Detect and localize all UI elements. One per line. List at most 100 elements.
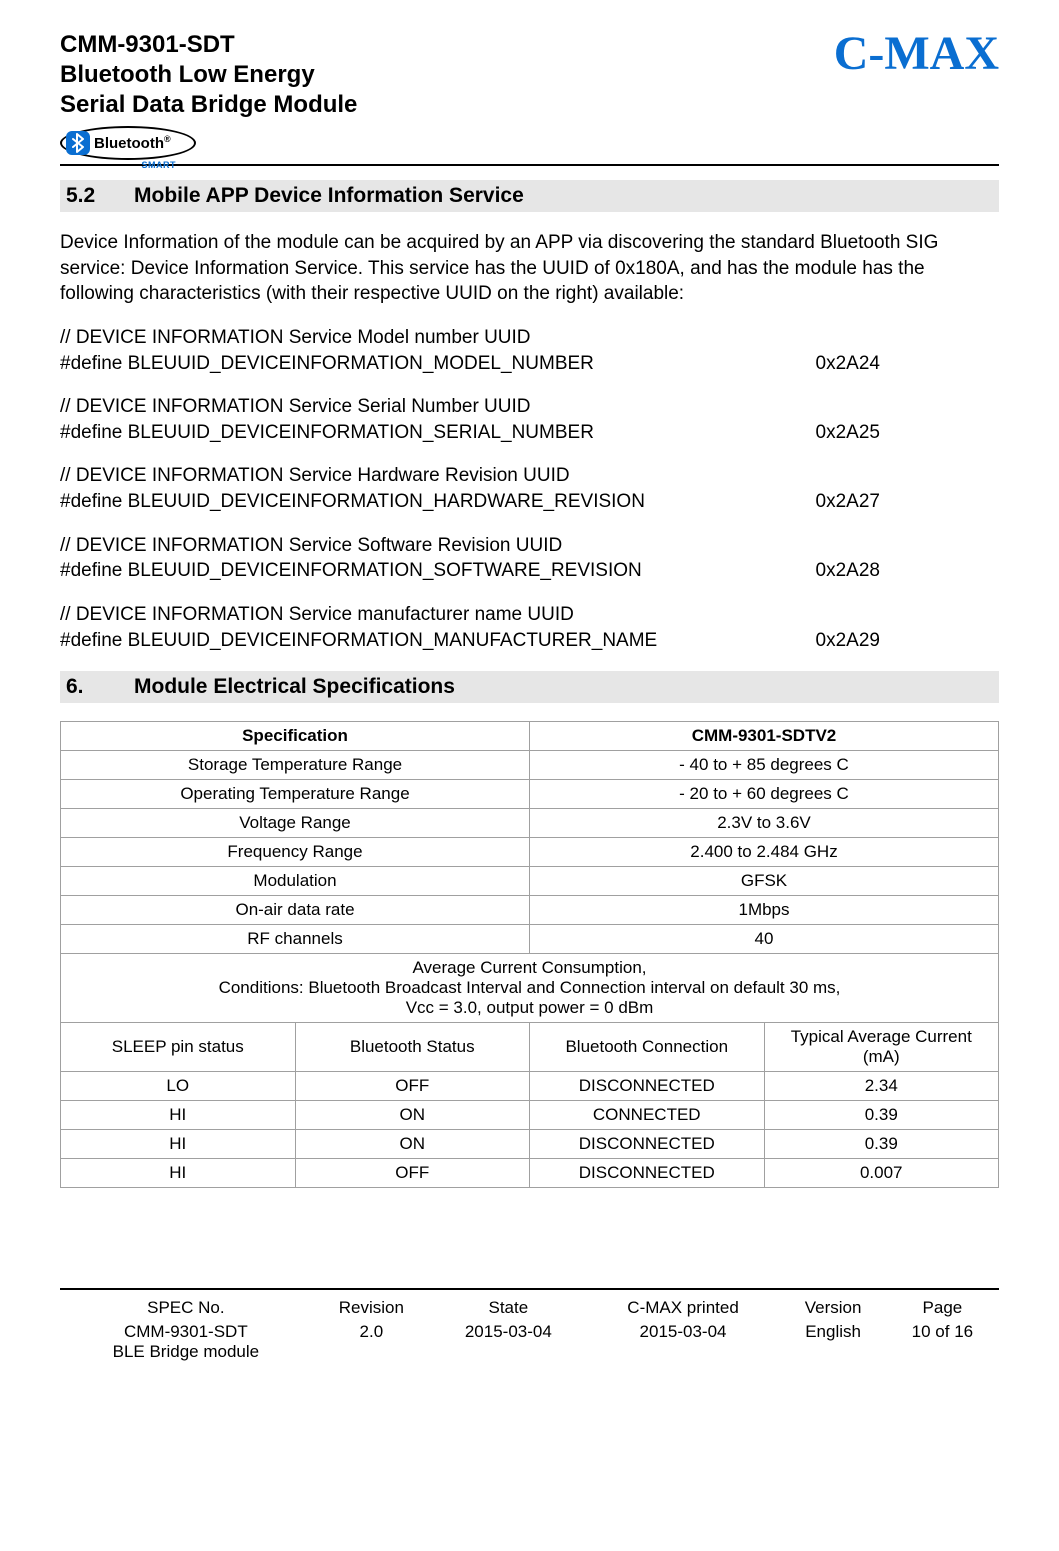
conditions-cell: Average Current Consumption, Conditions:… bbox=[61, 954, 999, 1023]
footer-value-cell: CMM-9301-SDT BLE Bridge module bbox=[60, 1320, 312, 1364]
table-row: RF channels40 bbox=[61, 925, 999, 954]
uuid-define-row: #define BLEUUID_DEVICEINFORMATION_MODEL_… bbox=[60, 351, 880, 377]
title-line1: CMM-9301-SDT bbox=[60, 31, 235, 58]
uuid-definition: // DEVICE INFORMATION Service Hardware R… bbox=[60, 463, 999, 514]
spec-value-cell: 2.3V to 3.6V bbox=[530, 809, 999, 838]
table-header-row: Specification CMM-9301-SDTV2 bbox=[61, 722, 999, 751]
table-row: HIOFFDISCONNECTED0.007 bbox=[61, 1159, 999, 1188]
section-6-heading: 6. Module Electrical Specifications bbox=[60, 671, 999, 703]
document-header: CMM-9301-SDT Bluetooth Low Energy Serial… bbox=[60, 30, 999, 166]
uuid-value: 0x2A28 bbox=[816, 558, 880, 584]
uuid-value: 0x2A27 bbox=[816, 489, 880, 515]
section-5-2-body: Device Information of the module can be … bbox=[60, 230, 999, 653]
conditions-row: Average Current Consumption, Conditions:… bbox=[61, 954, 999, 1023]
data-cell: HI bbox=[61, 1101, 296, 1130]
brand-logo: C-MAX bbox=[834, 30, 999, 78]
value-col-header: CMM-9301-SDTV2 bbox=[530, 722, 999, 751]
footer-header-cell: Version bbox=[780, 1296, 885, 1320]
data-cell: LO bbox=[61, 1072, 296, 1101]
table-row: Frequency Range2.400 to 2.484 GHz bbox=[61, 838, 999, 867]
section-number: 6. bbox=[66, 675, 106, 699]
spec-value-cell: - 40 to + 85 degrees C bbox=[530, 751, 999, 780]
section-number: 5.2 bbox=[66, 184, 106, 208]
table-row: On-air data rate1Mbps bbox=[61, 896, 999, 925]
uuid-macro: #define BLEUUID_DEVICEINFORMATION_SOFTWA… bbox=[60, 558, 642, 584]
spec-value-cell: GFSK bbox=[530, 867, 999, 896]
uuid-definition: // DEVICE INFORMATION Service Serial Num… bbox=[60, 394, 999, 445]
data-cell: HI bbox=[61, 1159, 296, 1188]
uuid-value: 0x2A25 bbox=[816, 420, 880, 446]
uuid-comment: // DEVICE INFORMATION Service Software R… bbox=[60, 533, 999, 559]
uuid-comment: // DEVICE INFORMATION Service manufactur… bbox=[60, 602, 999, 628]
section-title: Mobile APP Device Information Service bbox=[134, 184, 524, 208]
spec-name-cell: Operating Temperature Range bbox=[61, 780, 530, 809]
data-cell: OFF bbox=[295, 1159, 530, 1188]
sub-header-cell: Bluetooth Connection bbox=[530, 1023, 765, 1072]
footer-header-cell: SPEC No. bbox=[60, 1296, 312, 1320]
intro-paragraph: Device Information of the module can be … bbox=[60, 230, 999, 307]
bluetooth-glyph-icon bbox=[71, 133, 85, 153]
bluetooth-word: Bluetooth® bbox=[94, 134, 188, 152]
footer-value-cell: 2.0 bbox=[312, 1320, 431, 1364]
data-cell: 0.39 bbox=[764, 1130, 999, 1159]
uuid-comment: // DEVICE INFORMATION Service Model numb… bbox=[60, 325, 999, 351]
spec-name-cell: On-air data rate bbox=[61, 896, 530, 925]
uuid-macro: #define BLEUUID_DEVICEINFORMATION_HARDWA… bbox=[60, 489, 645, 515]
spec-name-cell: Modulation bbox=[61, 867, 530, 896]
uuid-definition: // DEVICE INFORMATION Service manufactur… bbox=[60, 602, 999, 653]
data-cell: 2.34 bbox=[764, 1072, 999, 1101]
table-row: Voltage Range2.3V to 3.6V bbox=[61, 809, 999, 838]
title-line3: Serial Data Bridge Module bbox=[60, 91, 357, 118]
uuid-define-row: #define BLEUUID_DEVICEINFORMATION_SERIAL… bbox=[60, 420, 880, 446]
sub-header-cell: Typical Average Current (mA) bbox=[764, 1023, 999, 1072]
table-row: HIONDISCONNECTED0.39 bbox=[61, 1130, 999, 1159]
uuid-define-row: #define BLEUUID_DEVICEINFORMATION_HARDWA… bbox=[60, 489, 880, 515]
table-row: ModulationGFSK bbox=[61, 867, 999, 896]
bluetooth-icon bbox=[66, 131, 90, 155]
footer-header-row: SPEC No.RevisionStateC-MAX printedVersio… bbox=[60, 1296, 999, 1320]
uuid-comment: // DEVICE INFORMATION Service Hardware R… bbox=[60, 463, 999, 489]
bluetooth-label: Bluetooth bbox=[94, 135, 164, 152]
doc-title: CMM-9301-SDT Bluetooth Low Energy Serial… bbox=[60, 30, 357, 120]
spec-name-cell: Frequency Range bbox=[61, 838, 530, 867]
bluetooth-smart-label: SMART bbox=[142, 160, 177, 170]
sub-header-row: SLEEP pin statusBluetooth StatusBluetoot… bbox=[61, 1023, 999, 1072]
spec-name-cell: Voltage Range bbox=[61, 809, 530, 838]
data-cell: DISCONNECTED bbox=[530, 1159, 765, 1188]
footer-value-cell: 10 of 16 bbox=[886, 1320, 999, 1364]
spec-value-cell: 1Mbps bbox=[530, 896, 999, 925]
data-cell: 0.39 bbox=[764, 1101, 999, 1130]
footer-table: SPEC No.RevisionStateC-MAX printedVersio… bbox=[60, 1296, 999, 1364]
data-cell: DISCONNECTED bbox=[530, 1072, 765, 1101]
spec-col-header: Specification bbox=[61, 722, 530, 751]
footer-value-cell: 2015-03-04 bbox=[431, 1320, 586, 1364]
uuid-macro: #define BLEUUID_DEVICEINFORMATION_MANUFA… bbox=[60, 628, 657, 654]
spec-name-cell: RF channels bbox=[61, 925, 530, 954]
header-left: CMM-9301-SDT Bluetooth Low Energy Serial… bbox=[60, 30, 357, 160]
uuid-define-row: #define BLEUUID_DEVICEINFORMATION_SOFTWA… bbox=[60, 558, 880, 584]
footer-header-cell: C-MAX printed bbox=[586, 1296, 781, 1320]
section-title: Module Electrical Specifications bbox=[134, 675, 455, 699]
data-cell: 0.007 bbox=[764, 1159, 999, 1188]
title-line2: Bluetooth Low Energy bbox=[60, 61, 315, 88]
data-cell: DISCONNECTED bbox=[530, 1130, 765, 1159]
conditions-line2: Conditions: Bluetooth Broadcast Interval… bbox=[219, 978, 841, 997]
sub-header-cell: SLEEP pin status bbox=[61, 1023, 296, 1072]
section-5-2-heading: 5.2 Mobile APP Device Information Servic… bbox=[60, 180, 999, 212]
uuid-macro: #define BLEUUID_DEVICEINFORMATION_MODEL_… bbox=[60, 351, 594, 377]
footer-value-row: CMM-9301-SDT BLE Bridge module2.02015-03… bbox=[60, 1320, 999, 1364]
table-row: LOOFFDISCONNECTED2.34 bbox=[61, 1072, 999, 1101]
uuid-definition: // DEVICE INFORMATION Service Software R… bbox=[60, 533, 999, 584]
table-row: Operating Temperature Range- 20 to + 60 … bbox=[61, 780, 999, 809]
data-cell: ON bbox=[295, 1130, 530, 1159]
uuid-value: 0x2A29 bbox=[816, 628, 880, 654]
data-cell: CONNECTED bbox=[530, 1101, 765, 1130]
bluetooth-oval: Bluetooth® SMART bbox=[60, 126, 196, 160]
data-cell: OFF bbox=[295, 1072, 530, 1101]
uuid-definition: // DEVICE INFORMATION Service Model numb… bbox=[60, 325, 999, 376]
registered-mark: ® bbox=[164, 134, 171, 144]
data-cell: HI bbox=[61, 1130, 296, 1159]
footer-header-cell: Revision bbox=[312, 1296, 431, 1320]
footer-value-cell: 2015-03-04 bbox=[586, 1320, 781, 1364]
conditions-line3: Vcc = 3.0, output power = 0 dBm bbox=[406, 998, 654, 1017]
